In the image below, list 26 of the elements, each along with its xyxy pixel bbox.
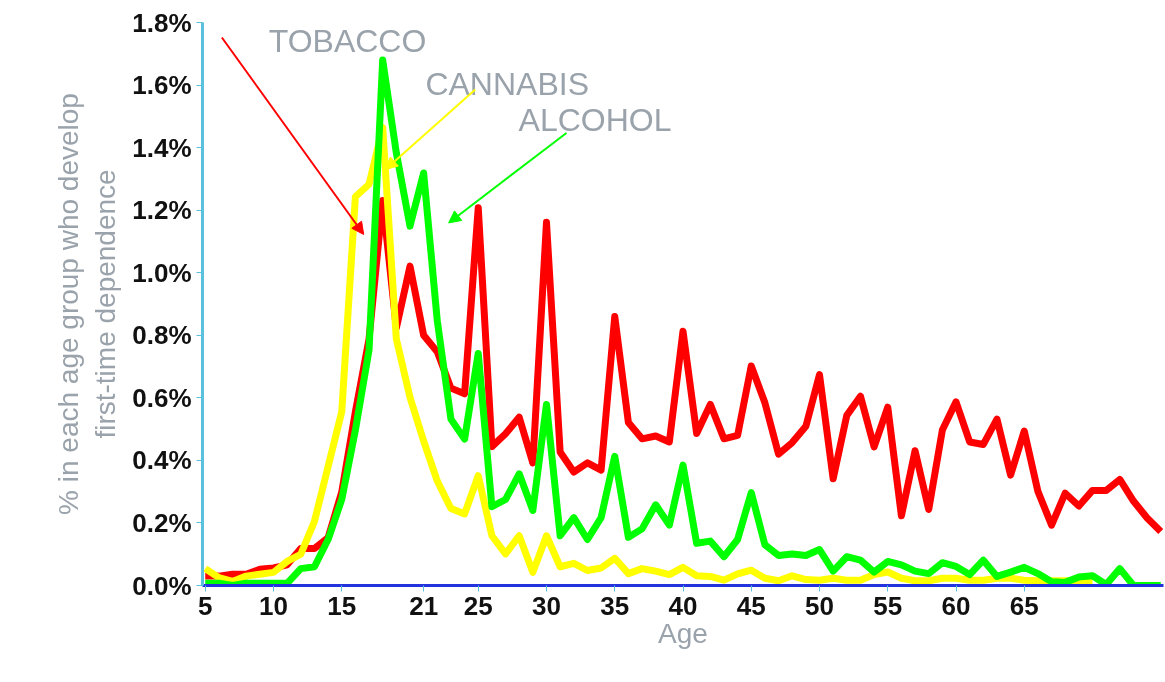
x-tick-label: 10 (259, 590, 288, 621)
y-tick-label: 1.8% (132, 7, 192, 38)
annotation: CANNABIS (425, 65, 590, 102)
x-tick-label: 55 (873, 590, 903, 621)
x-tick-label: 30 (532, 590, 561, 621)
y-tick-label: 1.2% (132, 195, 192, 226)
x-tick-label: 50 (805, 590, 834, 621)
y-tick-label: 1.0% (132, 257, 192, 288)
x-tick-label: 15 (327, 590, 357, 621)
x-tick-label: 21 (409, 590, 439, 621)
y-tick-label: 0.4% (132, 445, 192, 476)
y-tick-label: 0.0% (132, 570, 192, 601)
y-tick-label: 0.2% (132, 507, 192, 538)
x-tick-label: 25 (463, 590, 493, 621)
y-tick-label: 1.6% (132, 70, 192, 101)
annotation: TOBACCO (268, 23, 427, 60)
x-tick-label: 45 (736, 590, 766, 621)
y-axis-title: % in each age group who develop first-time dependence (53, 93, 122, 515)
annotation: ALCOHOL (518, 101, 672, 138)
x-tick-label: 5 (198, 590, 213, 621)
x-tick-label: 65 (1009, 590, 1039, 621)
x-tick-label: 35 (600, 590, 630, 621)
y-tick-label: 1.4% (132, 132, 192, 163)
y-tick-label: 0.6% (132, 382, 192, 413)
x-tick-label: 60 (941, 590, 971, 621)
y-tick-label: 0.8% (132, 320, 192, 351)
